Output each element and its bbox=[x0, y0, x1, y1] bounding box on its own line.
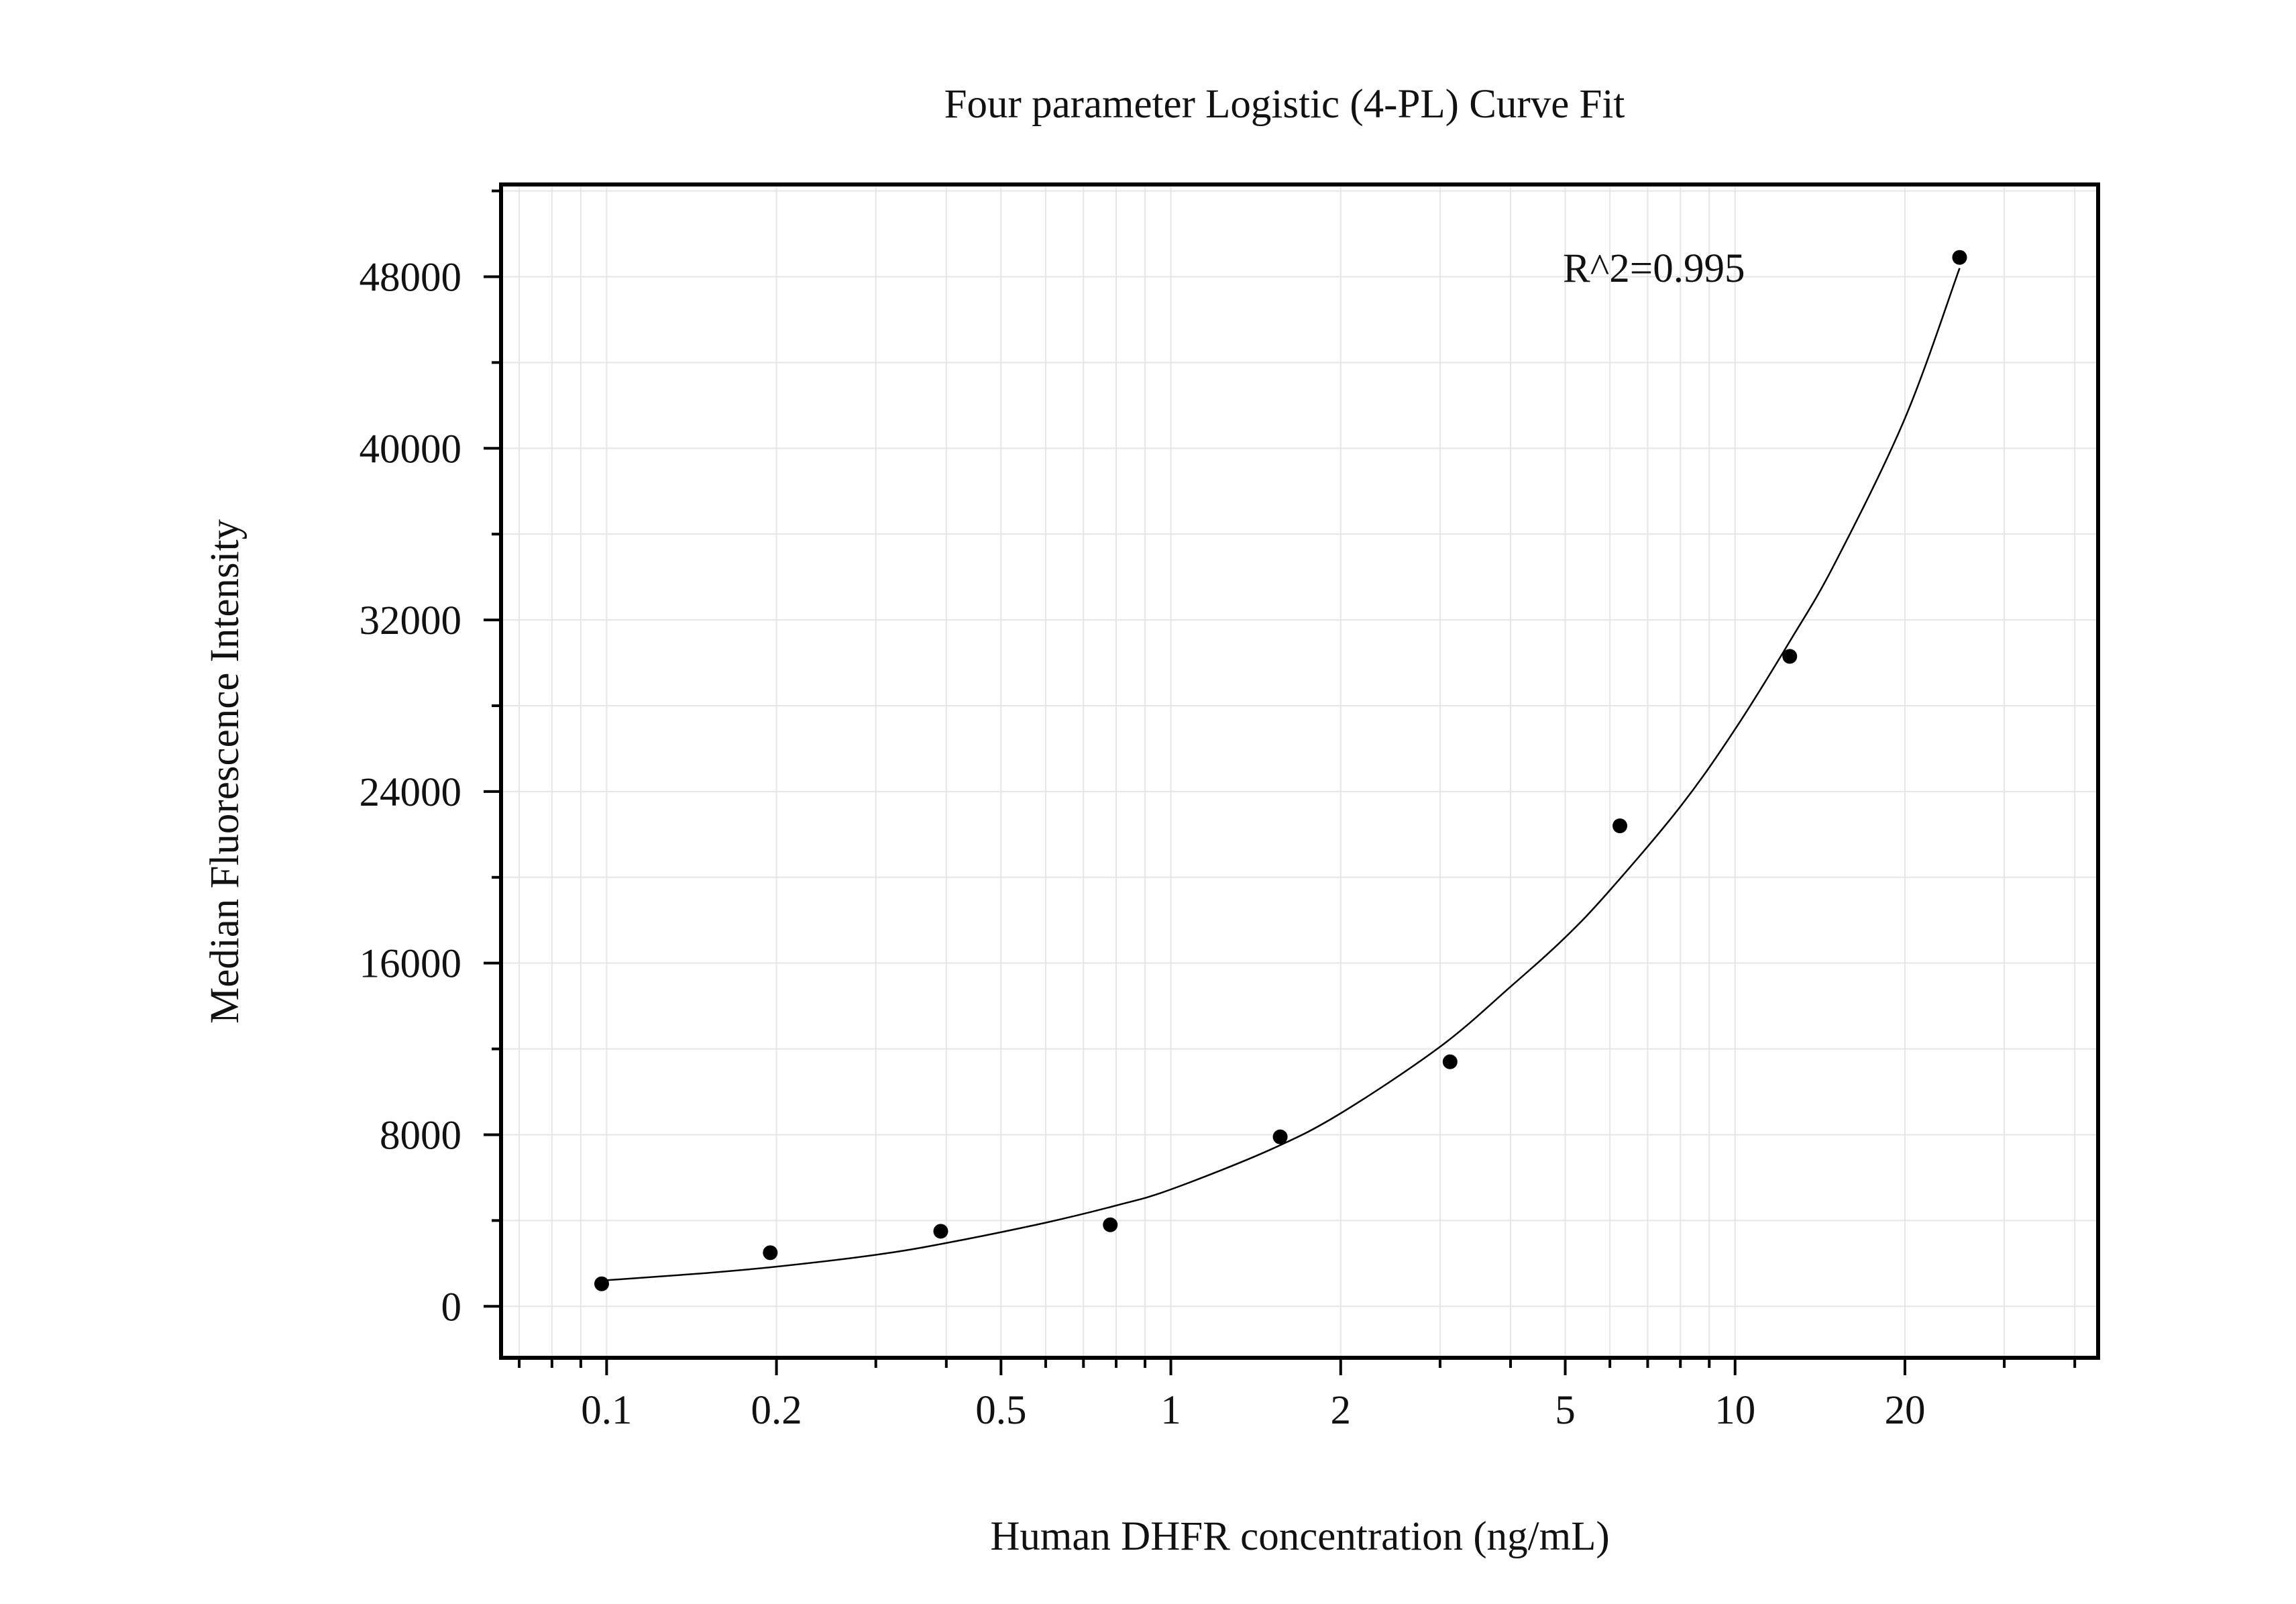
y-tick-label: 48000 bbox=[360, 255, 462, 300]
y-axis-label: Median Fluorescence Intensity bbox=[203, 519, 248, 1024]
x-tick-label: 0.1 bbox=[581, 1388, 632, 1433]
y-tick-label: 0 bbox=[441, 1285, 462, 1330]
y-tick-labels: 0 8000 16000 24000 32000 40000 48000 bbox=[360, 255, 462, 1330]
grid-lines bbox=[501, 184, 2098, 1358]
data-point bbox=[1272, 1129, 1288, 1144]
data-points bbox=[594, 250, 1967, 1291]
data-point bbox=[594, 1276, 609, 1291]
x-tick-label: 0.5 bbox=[975, 1388, 1026, 1433]
data-point bbox=[763, 1245, 778, 1261]
fit-curve-layer bbox=[601, 268, 1961, 1282]
x-tick-label: 10 bbox=[1714, 1388, 1755, 1433]
plot-frame bbox=[499, 182, 2100, 1360]
y-tick-label: 16000 bbox=[360, 942, 462, 987]
data-point bbox=[1442, 1054, 1458, 1069]
fit-curve bbox=[601, 268, 1961, 1282]
data-point bbox=[1782, 649, 1798, 664]
x-tick-label: 5 bbox=[1555, 1388, 1576, 1433]
r-squared-annotation: R^2=0.995 bbox=[1563, 246, 1745, 291]
x-tick-label: 1 bbox=[1160, 1388, 1181, 1433]
x-tick-label: 20 bbox=[1884, 1388, 1925, 1433]
axis-ticks bbox=[484, 189, 2077, 1375]
y-tick-label: 32000 bbox=[360, 598, 462, 643]
x-tick-label: 0.2 bbox=[751, 1388, 802, 1433]
chart-title: Four parameter Logistic (4-PL) Curve Fit bbox=[944, 82, 1625, 127]
data-point bbox=[1103, 1217, 1118, 1232]
x-tick-label: 2 bbox=[1331, 1388, 1352, 1433]
y-tick-label: 40000 bbox=[360, 427, 462, 472]
y-tick-label: 8000 bbox=[380, 1113, 461, 1158]
data-point bbox=[1612, 818, 1628, 834]
data-point bbox=[933, 1224, 948, 1239]
x-tick-labels: 0.1 0.2 0.5 1 2 5 10 20 bbox=[581, 1388, 1925, 1433]
y-tick-label: 24000 bbox=[360, 770, 462, 815]
x-axis-label: Human DHFR concentration (ng/mL) bbox=[990, 1514, 1609, 1559]
data-point bbox=[1952, 250, 1967, 265]
